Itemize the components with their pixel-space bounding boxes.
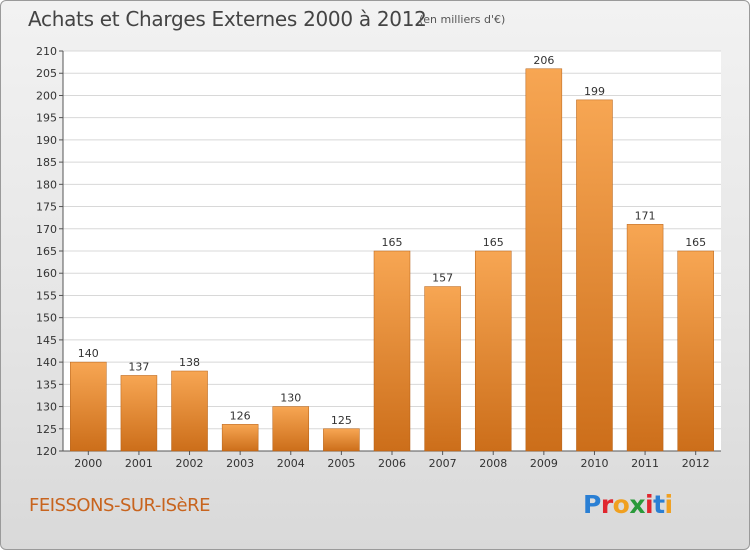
logo-letter: t xyxy=(653,490,665,519)
bar-value-label: 137 xyxy=(128,360,149,373)
bar xyxy=(677,250,714,452)
x-tick-label: 2000 xyxy=(74,457,102,470)
bar-value-label: 199 xyxy=(584,85,605,98)
bar xyxy=(424,286,461,452)
y-tick-label: 210 xyxy=(36,45,57,58)
bar xyxy=(272,406,310,452)
x-tick-label: 2011 xyxy=(631,457,659,470)
bar-value-label: 165 xyxy=(382,236,403,249)
x-tick-label: 2009 xyxy=(530,457,558,470)
y-tick-label: 120 xyxy=(36,445,57,458)
y-tick-label: 205 xyxy=(36,67,57,80)
proxiti-logo[interactable]: Proxiti xyxy=(583,490,673,519)
town-name: FEISSONS-SUR-ISèRE xyxy=(29,495,211,516)
y-tick-label: 200 xyxy=(36,89,57,102)
y-tick-label: 170 xyxy=(36,223,57,236)
y-tick-label: 140 xyxy=(36,356,57,369)
logo-letter: i xyxy=(664,490,674,519)
bar xyxy=(373,250,411,452)
y-tick-label: 175 xyxy=(36,201,57,214)
y-tick-label: 165 xyxy=(36,245,57,258)
bar-value-label: 165 xyxy=(483,236,504,249)
y-tick-label: 155 xyxy=(36,289,57,302)
x-tick-label: 2012 xyxy=(682,457,710,470)
bar-value-label: 130 xyxy=(280,392,301,405)
logo-letter: o xyxy=(612,490,630,519)
chart-subtitle: (en milliers d'€) xyxy=(419,13,506,26)
bar-value-label: 140 xyxy=(78,347,99,360)
bar-value-label: 165 xyxy=(685,236,706,249)
y-tick-label: 160 xyxy=(36,267,57,280)
bar-value-label: 171 xyxy=(635,209,656,222)
y-tick-label: 195 xyxy=(36,112,57,125)
x-tick-label: 2010 xyxy=(580,457,608,470)
bar xyxy=(576,99,613,452)
logo-letter: r xyxy=(600,490,613,519)
bar xyxy=(525,68,563,452)
x-tick-label: 2004 xyxy=(277,457,305,470)
logo-letter: P xyxy=(583,490,601,519)
chart-title: Achats et Charges Externes 2000 à 2012 xyxy=(28,7,427,31)
logo-letter: i xyxy=(645,490,654,519)
y-tick-label: 135 xyxy=(36,378,57,391)
bar xyxy=(221,424,259,452)
bar-value-label: 126 xyxy=(230,409,251,422)
x-tick-label: 2007 xyxy=(429,457,457,470)
y-tick-label: 125 xyxy=(36,423,57,436)
x-tick-label: 2001 xyxy=(125,457,153,470)
bar xyxy=(120,375,158,452)
x-tick-label: 2002 xyxy=(176,457,204,470)
bar xyxy=(474,250,512,452)
bar xyxy=(171,370,208,452)
x-tick-label: 2003 xyxy=(226,457,254,470)
bar-value-label: 206 xyxy=(533,54,554,67)
y-tick-label: 145 xyxy=(36,334,57,347)
bar xyxy=(323,428,360,452)
bar-value-label: 125 xyxy=(331,414,352,427)
y-tick-label: 185 xyxy=(36,156,57,169)
bar xyxy=(70,361,107,452)
x-tick-label: 2006 xyxy=(378,457,406,470)
y-tick-label: 190 xyxy=(36,134,57,147)
y-tick-label: 150 xyxy=(36,312,57,325)
y-tick-label: 180 xyxy=(36,178,57,191)
y-tick-label: 130 xyxy=(36,401,57,414)
bar-value-label: 157 xyxy=(432,272,453,285)
bar xyxy=(626,224,664,452)
x-tick-label: 2005 xyxy=(327,457,355,470)
x-tick-label: 2008 xyxy=(479,457,507,470)
bar-value-label: 138 xyxy=(179,356,200,369)
logo-letter: x xyxy=(629,490,645,519)
